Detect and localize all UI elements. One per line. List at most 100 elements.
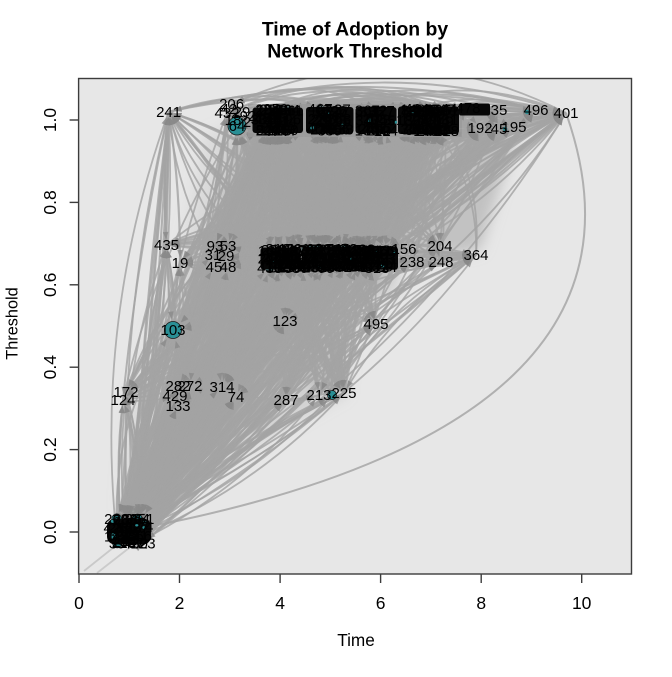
svg-text:124: 124 [110,392,135,409]
svg-text:10: 10 [572,593,592,613]
svg-text:135: 135 [322,113,347,130]
svg-text:18: 18 [225,112,242,129]
svg-text:313: 313 [258,111,283,128]
svg-text:114: 114 [273,113,297,130]
svg-text:0.6: 0.6 [40,273,60,297]
svg-text:378: 378 [329,122,354,139]
svg-text:31: 31 [205,247,222,264]
svg-text:96: 96 [330,103,347,120]
svg-text:248: 248 [428,254,453,271]
svg-text:341: 341 [265,113,290,130]
svg-text:223: 223 [131,536,156,553]
svg-text:92: 92 [240,108,257,125]
svg-text:435: 435 [154,237,179,254]
svg-text:282: 282 [165,378,190,395]
svg-text:64: 64 [229,118,246,135]
svg-text:128: 128 [434,123,459,140]
svg-text:314: 314 [372,259,397,276]
svg-text:264: 264 [255,102,280,119]
svg-text:48: 48 [220,259,237,276]
svg-text:156: 156 [391,241,416,258]
svg-text:Time: Time [337,630,375,650]
svg-text:54: 54 [273,112,290,129]
svg-text:467: 467 [308,101,333,118]
svg-text:204: 204 [427,238,452,255]
svg-text:37: 37 [334,101,351,118]
svg-text:225: 225 [331,385,356,402]
svg-text:74: 74 [228,389,245,406]
svg-text:1.0: 1.0 [40,108,60,133]
svg-text:164: 164 [275,102,300,119]
svg-text:432: 432 [214,105,239,122]
svg-text:206: 206 [219,96,244,113]
svg-text:6: 6 [376,593,386,613]
svg-text:426: 426 [267,123,292,140]
svg-text:241: 241 [156,104,181,121]
svg-text:429: 429 [162,388,187,405]
svg-text:67: 67 [315,102,332,119]
svg-text:474: 474 [318,103,343,120]
svg-text:314: 314 [209,379,234,396]
svg-text:0.0: 0.0 [40,520,60,545]
svg-text:287: 287 [273,392,298,409]
svg-text:35: 35 [491,102,508,119]
svg-text:127: 127 [322,103,347,120]
svg-text:196: 196 [276,112,301,129]
svg-text:Time of Adoption by: Time of Adoption by [262,19,449,41]
svg-text:192: 192 [467,120,492,137]
svg-text:52: 52 [322,113,339,130]
svg-text:225: 225 [308,111,333,128]
svg-text:19: 19 [172,255,189,272]
svg-text:0.4: 0.4 [40,355,60,380]
svg-text:496: 496 [523,102,548,119]
svg-text:44: 44 [265,112,282,129]
svg-text:308: 308 [251,111,276,128]
svg-text:0: 0 [74,593,84,613]
svg-text:466: 466 [271,103,296,120]
svg-text:4: 4 [275,593,285,613]
svg-text:220: 220 [256,123,281,140]
svg-text:285: 285 [311,112,336,129]
svg-text:2: 2 [175,593,185,613]
svg-text:29: 29 [234,104,251,121]
svg-text:259: 259 [263,101,288,118]
svg-text:45: 45 [206,259,223,276]
svg-text:Network Threshold: Network Threshold [267,41,443,63]
svg-text:490: 490 [273,122,298,139]
svg-text:45: 45 [491,121,508,138]
svg-text:292: 292 [314,113,339,130]
svg-text:8: 8 [476,593,486,613]
svg-text:53: 53 [220,238,237,255]
svg-text:479: 479 [270,121,295,138]
svg-text:93: 93 [207,238,224,255]
svg-text:103: 103 [160,322,185,339]
svg-text:213: 213 [306,387,331,404]
svg-text:29: 29 [218,248,235,265]
svg-text:195: 195 [501,119,526,136]
svg-text:133: 133 [165,398,190,415]
svg-text:474: 474 [263,123,288,140]
svg-text:0.2: 0.2 [40,437,60,461]
svg-text:2: 2 [243,114,251,131]
svg-text:57: 57 [281,122,298,139]
svg-text:495: 495 [363,316,388,333]
svg-text:364: 364 [463,247,488,264]
svg-text:0.8: 0.8 [40,190,60,214]
svg-text:194: 194 [373,123,398,140]
svg-text:162: 162 [314,103,339,120]
svg-text:123: 123 [272,313,297,330]
svg-text:294: 294 [259,101,284,118]
svg-text:130: 130 [260,123,285,140]
svg-text:15: 15 [256,102,273,119]
svg-text:52: 52 [256,122,273,139]
svg-text:42: 42 [221,101,238,118]
svg-text:122: 122 [267,101,292,118]
svg-text:238: 238 [399,254,424,271]
svg-text:272: 272 [177,378,202,395]
svg-text:451: 451 [254,111,279,128]
svg-text:311: 311 [279,103,303,120]
svg-text:401: 401 [553,105,578,122]
svg-text:Threshold: Threshold [4,287,22,359]
svg-text:478: 478 [455,100,480,117]
svg-text:172: 172 [113,384,138,401]
